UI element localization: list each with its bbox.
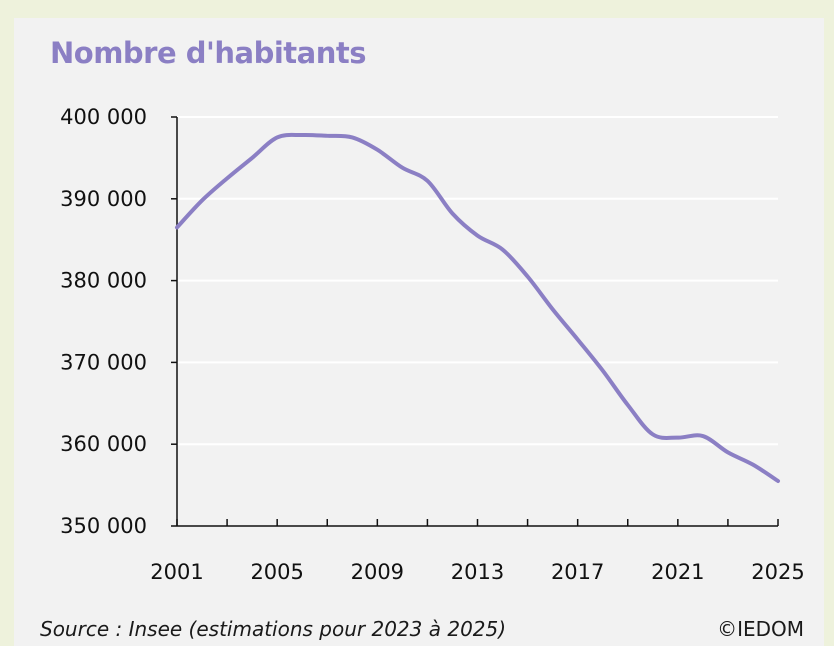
axes bbox=[176, 117, 778, 527]
y-tick-label: 400 000 bbox=[60, 105, 147, 129]
y-ticks: 350 000 360 000 370 000 380 000 390 000 400 0… bbox=[60, 105, 177, 538]
x-tick-label: 2013 bbox=[451, 560, 504, 584]
x-tick-label: 2017 bbox=[551, 560, 604, 584]
copyright-note: ©IEDOM bbox=[717, 617, 804, 641]
y-tick-label: 360 000 bbox=[60, 432, 147, 456]
x-tick-label: 2021 bbox=[651, 560, 704, 584]
y-tick-label: 380 000 bbox=[60, 269, 147, 293]
x-tick-label: 2005 bbox=[250, 560, 303, 584]
chart-title: Nombre d'habitants bbox=[50, 36, 367, 70]
x-ticks: 2001 2005 2009 2013 2017 2021 2025 bbox=[150, 519, 805, 584]
y-tick-label: 350 000 bbox=[60, 514, 147, 538]
x-tick-label: 2025 bbox=[751, 560, 804, 584]
x-tick-label: 2009 bbox=[351, 560, 404, 584]
y-tick-label: 390 000 bbox=[60, 187, 147, 211]
gridlines bbox=[177, 116, 778, 446]
chart-frame bbox=[14, 18, 824, 646]
x-tick-label: 2001 bbox=[150, 560, 203, 584]
y-tick-label: 370 000 bbox=[60, 350, 147, 374]
population-series-line bbox=[175, 132, 780, 484]
source-note: Source : Insee (estimations pour 2023 à … bbox=[40, 617, 507, 641]
